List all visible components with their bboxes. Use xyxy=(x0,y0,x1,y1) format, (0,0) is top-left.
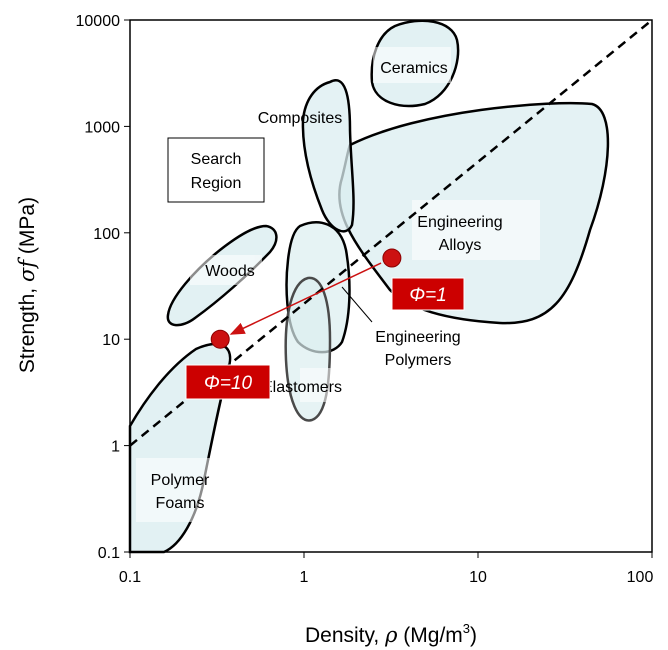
search-region-line1: Search xyxy=(191,151,242,168)
label-engineering-alloys-line2: Alloys xyxy=(439,237,482,254)
y-tick-label: 100 xyxy=(93,226,120,243)
label-highlights xyxy=(136,47,540,522)
label-composites: Composites xyxy=(258,110,342,127)
search-region-box: Search Region xyxy=(167,137,265,203)
x-tick-label: 10 xyxy=(469,569,487,586)
phi-arrow xyxy=(229,262,382,335)
plot-frame xyxy=(129,19,653,553)
search-region-rect xyxy=(167,137,265,203)
x-axis-title-prefix: Density, xyxy=(305,624,385,647)
y-tick-label: 1 xyxy=(111,439,120,456)
y-axis-unit: (MPa) xyxy=(16,197,39,260)
y-axis-symbol: σf xyxy=(15,257,39,282)
x-tick-label: 100 xyxy=(627,569,654,586)
x-tick-label: 0.1 xyxy=(119,569,141,586)
y-axis-title: Strength, σf (MPa) xyxy=(15,197,39,373)
x-axis-symbol: ρ xyxy=(384,623,398,647)
y-tick-label: 10000 xyxy=(76,13,121,30)
x-axis-unit: (Mg/m xyxy=(397,624,462,647)
engineering-polymers-leader xyxy=(341,286,373,323)
y-tick-label: 0.1 xyxy=(98,545,120,562)
label-engineering-polymers-line2: Polymers xyxy=(385,352,452,369)
region-labels: Ceramics Composites Engineering Alloys W… xyxy=(151,60,503,512)
plot-border xyxy=(129,19,653,553)
x-axis-unit-sup: 3 xyxy=(463,621,470,636)
label-woods: Woods xyxy=(205,263,255,280)
point-phi-1 xyxy=(382,248,402,268)
region-composites xyxy=(301,79,355,233)
y-axis-ticks: 0.1 1 10 100 1000 10000 xyxy=(76,13,130,562)
y-axis-title-prefix: Strength, xyxy=(16,282,39,373)
x-axis-unit-close: ) xyxy=(470,624,477,647)
x-axis-ticks: 0.1 1 10 100 xyxy=(119,552,654,586)
y-tick-label: 10 xyxy=(102,332,120,349)
phi-1-box: Φ=1 xyxy=(391,277,465,311)
x-axis-title: Density, ρ (Mg/m3) xyxy=(305,621,477,647)
label-polymer-foams-line1: Polymer xyxy=(151,472,210,489)
label-elastomers: Elastomers xyxy=(262,379,342,396)
label-engineering-alloys-line1: Engineering xyxy=(417,214,502,231)
search-region-line2: Region xyxy=(191,175,242,192)
point-phi-10 xyxy=(210,329,230,349)
phi-10-box: Φ=10 xyxy=(185,364,271,400)
phi-10-label: Φ=10 xyxy=(204,373,253,394)
label-polymer-foams-line2: Foams xyxy=(156,495,205,512)
phi-1-label: Φ=1 xyxy=(409,285,447,306)
x-tick-label: 1 xyxy=(300,569,309,586)
y-tick-label: 1000 xyxy=(84,119,120,136)
label-engineering-polymers-line1: Engineering xyxy=(375,329,460,346)
label-ceramics: Ceramics xyxy=(380,60,448,77)
